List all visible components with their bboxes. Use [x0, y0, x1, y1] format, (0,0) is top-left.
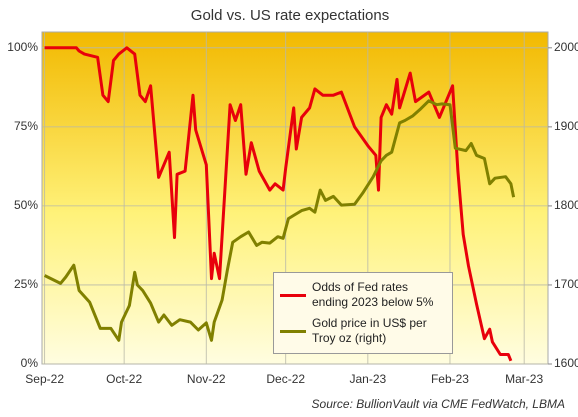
y-tick-label: 100%: [7, 40, 38, 54]
y2-tick-label: 1700: [554, 277, 578, 291]
legend-label: Gold price in US$ per Troy oz (right): [312, 316, 427, 345]
legend-swatch: [280, 329, 306, 333]
y-tick-label: 0%: [21, 356, 39, 370]
x-tick-label: Dec-22: [266, 372, 305, 386]
y-tick-label: 50%: [14, 198, 38, 212]
legend-item: Odds of Fed rates ending 2023 below 5%: [274, 277, 452, 313]
legend-label: Odds of Fed rates ending 2023 below 5%: [312, 280, 434, 309]
x-tick-label: Feb-23: [431, 372, 469, 386]
legend-item: Gold price in US$ per Troy oz (right): [274, 313, 452, 349]
x-tick-label: Jan-23: [350, 372, 387, 386]
y2-tick-label: 1900: [554, 119, 578, 133]
series-line: [44, 46, 513, 362]
y2-tick-label: 1600: [554, 356, 578, 370]
legend-swatch: [280, 293, 306, 297]
legend: Odds of Fed rates ending 2023 below 5% Go…: [273, 272, 453, 354]
x-tick-label: Oct-22: [106, 372, 142, 386]
series-line: [43, 99, 516, 342]
y-tick-label: 25%: [14, 277, 38, 291]
y-tick-label: 75%: [14, 119, 38, 133]
x-tick-label: Mar-23: [505, 372, 543, 386]
y2-tick-label: 1800: [554, 198, 578, 212]
y2-tick-label: 2000: [554, 40, 578, 54]
x-tick-label: Nov-22: [187, 372, 226, 386]
chart-title: Gold vs. US rate expectations: [191, 7, 389, 24]
x-tick-label: Sep-22: [25, 372, 64, 386]
source: Source: BullionVault via CME FedWatch, L…: [312, 397, 565, 411]
